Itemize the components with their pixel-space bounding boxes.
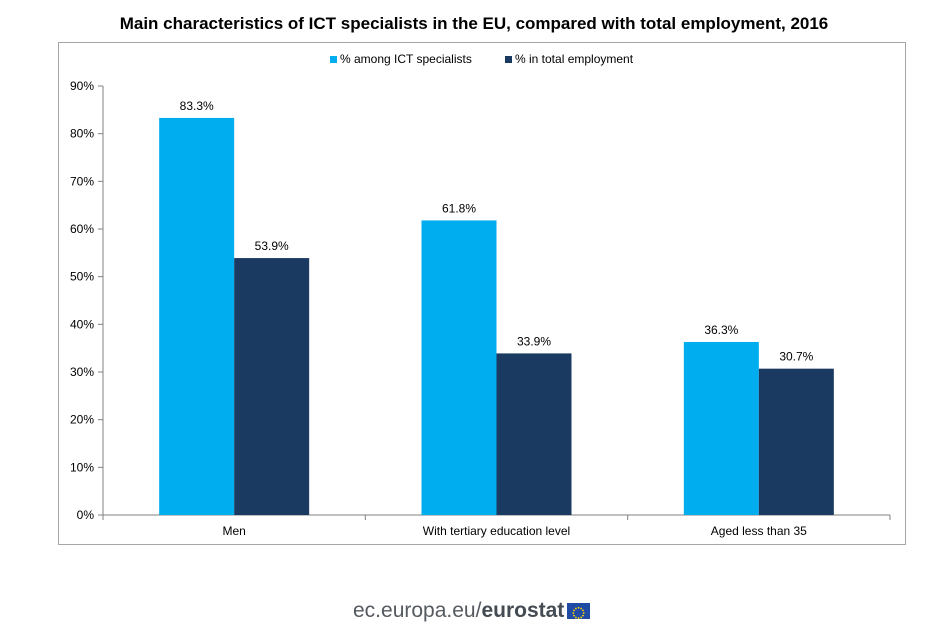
chart-data-labels: 83.3% 53.9% 61.8% 33.9% 36.3% 30.7% [180,99,814,364]
eu-flag-icon [567,603,591,620]
chart-title: Main characteristics of ICT specialists … [119,14,829,33]
bar-value-label: 33.9% [517,334,551,348]
flag-star [580,616,583,619]
flag-star [572,612,575,614]
chart-legend: % among ICT specialists % in total employ… [330,52,634,66]
flag-star [582,614,585,617]
flag-star [573,614,576,617]
legend-label: % among ICT specialists [340,52,472,66]
bar-ict-specialists [683,341,759,515]
legend-swatch [505,56,512,63]
bar-ict-specialists [421,220,497,516]
y-tick-label: 70% [70,174,94,188]
y-tick-label: 60% [70,222,94,236]
legend-label: % in total employment [515,52,634,66]
y-tick-label: 30% [70,365,94,379]
y-tick-label: 20% [70,413,94,427]
x-category-label: Men [222,524,245,538]
bar-value-label: 83.3% [180,99,214,113]
chart-bars [159,117,834,516]
flag-star [575,616,578,619]
bar-value-label: 30.7% [779,350,813,364]
x-category-label: Aged less than 35 [711,524,807,538]
footer-site-text: ec.europa.eu/ [353,599,482,622]
y-tick-label: 10% [70,460,94,474]
bar-value-label: 36.3% [704,323,738,337]
y-tick-label: 90% [70,79,94,93]
y-tick-label: 80% [70,127,94,141]
footer-brand-text: eurostat [481,599,565,622]
bar-total-employment [496,353,572,515]
bar-total-employment [758,368,834,515]
bar-ict-specialists [159,117,235,515]
eurostat-footer[interactable]: ec.europa.eu/eurostat [353,596,591,626]
flag-star [573,609,576,612]
bar-value-label: 53.9% [255,239,289,253]
flag-star [580,607,583,610]
chart-area-border [58,42,906,545]
x-category-label: With tertiary education level [423,524,570,538]
flag-star [575,607,578,610]
flag-star [582,609,585,612]
flag-star [577,606,580,609]
flag-star [583,612,585,614]
flag-star [577,617,580,620]
bar-value-label: 61.8% [442,201,476,215]
y-tick-label: 0% [77,508,95,522]
y-tick-label: 50% [70,270,94,284]
legend-swatch [330,56,337,63]
bar-total-employment [234,258,310,515]
y-tick-label: 40% [70,317,94,331]
